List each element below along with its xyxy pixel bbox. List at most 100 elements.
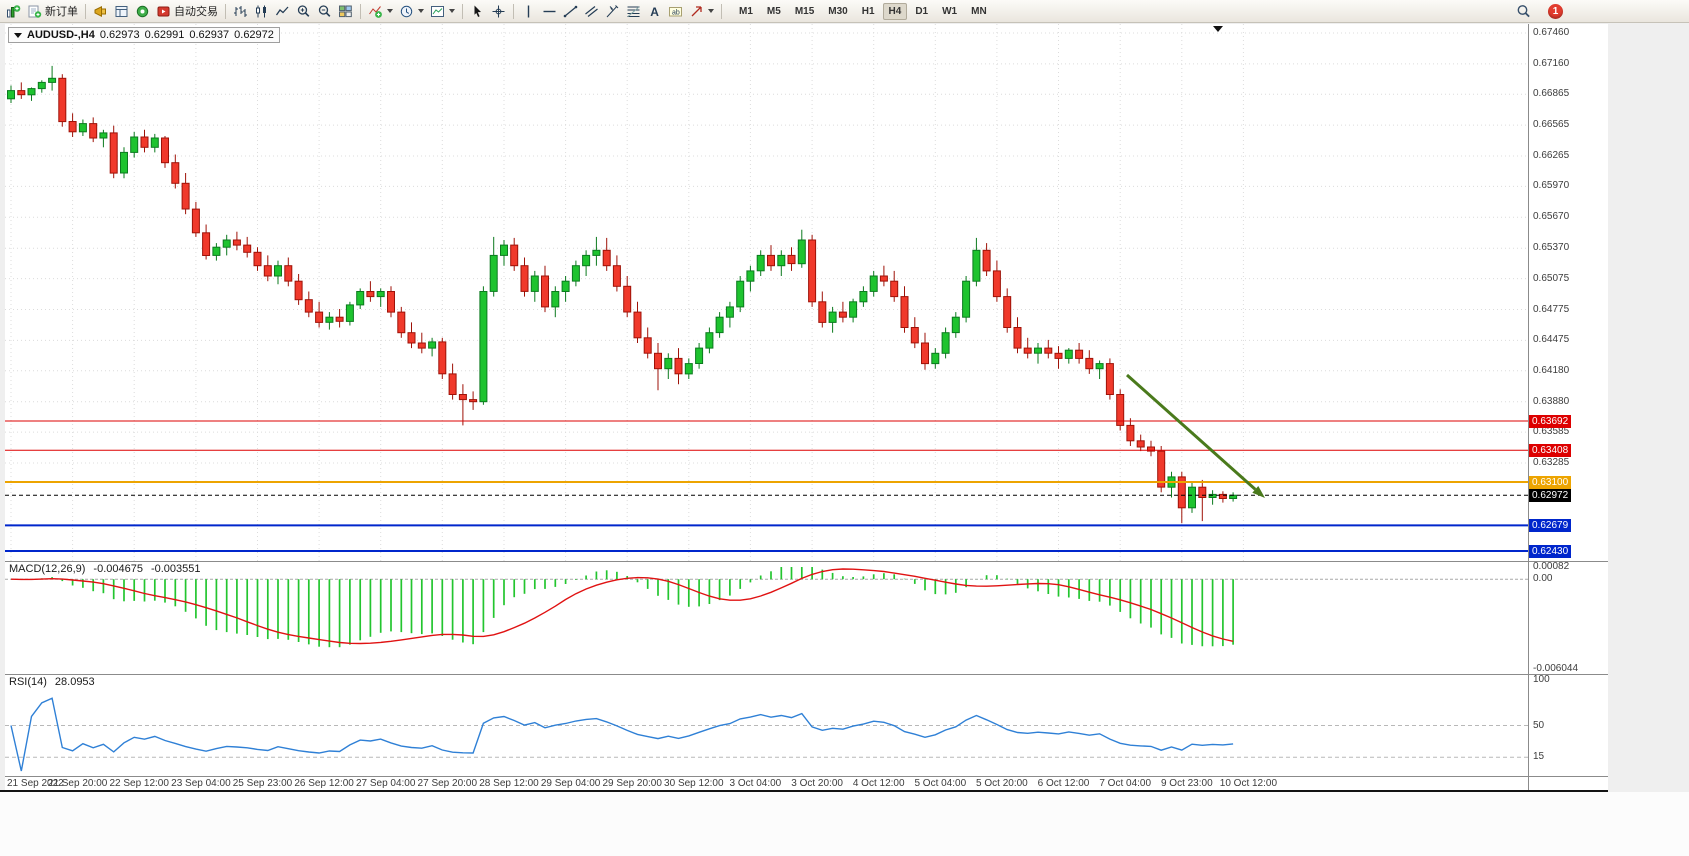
data-window-icon (115, 5, 128, 17)
fibonacci-button[interactable] (624, 2, 643, 21)
vertical-line-icon (527, 5, 530, 17)
macd-chart[interactable] (5, 562, 1528, 674)
main-chart-panel: AUDUSD-,H4 0.62973 0.62991 0.62937 0.629… (5, 24, 1528, 561)
cursor-button[interactable] (468, 2, 487, 21)
ohlc-high: 0.62991 (144, 29, 185, 41)
rsi-panel: RSI(14) 28.0953 (5, 675, 1528, 776)
time-axis-label: 29 Sep 20:00 (602, 778, 662, 789)
zoom-in-button[interactable] (294, 2, 313, 21)
vertical-line-button[interactable] (519, 2, 538, 21)
zoom-in-icon (297, 4, 310, 17)
line-chart-button[interactable] (273, 2, 292, 21)
trendline-button[interactable] (561, 2, 580, 21)
toolbar-separator (360, 3, 361, 19)
candlestick-chart[interactable] (5, 24, 1528, 561)
templates-button[interactable] (428, 2, 457, 21)
rsi-value: 28.0953 (54, 676, 95, 688)
time-axis-label: 22 Sep 12:00 (109, 778, 169, 789)
price-tag: 0.62972 (1529, 488, 1572, 502)
price-axis-label: 0.65970 (1533, 180, 1570, 192)
autotrade-label: 自动交易 (174, 6, 218, 18)
collapse-triangle-icon[interactable] (14, 32, 22, 38)
chevron-down-icon (708, 9, 714, 13)
time-axis-label: 21 Sep 20:00 (47, 778, 108, 789)
panel-divider (5, 776, 1608, 777)
price-tag: 0.62679 (1529, 518, 1572, 532)
navigator-button[interactable] (133, 2, 152, 21)
channel-button[interactable] (582, 2, 601, 21)
candle-chart-button[interactable] (252, 2, 271, 21)
pitchfork-button[interactable] (603, 2, 622, 21)
market-watch-icon (94, 5, 106, 17)
crosshair-icon (492, 5, 505, 17)
bar-chart-icon (234, 5, 247, 17)
price-tag: 0.63692 (1529, 414, 1572, 428)
chart-shift-marker-icon[interactable] (1213, 26, 1223, 32)
chevron-down-icon (387, 9, 393, 13)
price-axis-label: 0.64180 (1533, 364, 1570, 376)
timeframe-group: M1 M5 M15 M30 H1 H4 D1 W1 MN (732, 2, 994, 20)
timeframe-button-h1[interactable]: H1 (861, 5, 875, 17)
svg-text:A: A (650, 5, 659, 19)
chevron-down-icon (449, 9, 455, 13)
search-button[interactable] (1514, 2, 1533, 21)
new-order-button[interactable]: 新订单 (25, 2, 80, 21)
price-axis-label: 0.66865 (1533, 88, 1570, 100)
autotrade-button[interactable]: 自动交易 (154, 2, 220, 21)
chart-symbol-period: AUDUSD-,H4 (27, 29, 95, 41)
time-axis-label: 27 Sep 04:00 (355, 778, 416, 789)
toolbar: 新订单 自动交易 (0, 0, 1689, 23)
toolbar-separator (513, 3, 514, 19)
time-axis-label: 3 Oct 20:00 (791, 778, 843, 789)
panel-divider[interactable] (5, 674, 1608, 675)
bar-chart-button[interactable] (231, 2, 250, 21)
price-axis-label: 0.65370 (1533, 242, 1570, 254)
timeframe-button-m15[interactable]: M15 (794, 5, 815, 17)
arrow-object-icon (691, 5, 702, 16)
time-axis-label: 25 Sep 23:00 (232, 778, 293, 789)
timeframe-button-mn[interactable]: MN (971, 5, 987, 17)
panel-divider[interactable] (5, 561, 1608, 562)
zoom-out-button[interactable] (315, 2, 334, 21)
periods-button[interactable] (397, 2, 426, 21)
arrows-button[interactable] (687, 2, 716, 21)
price-axis-label: 0.65670 (1533, 211, 1570, 223)
text-icon: A (650, 5, 659, 19)
indicators-button[interactable] (366, 2, 395, 21)
time-axis-label: 29 Sep 04:00 (540, 778, 601, 789)
horizontal-line-button[interactable] (540, 2, 559, 21)
data-window-button[interactable] (112, 2, 131, 21)
price-axis-label: 0.67160 (1533, 57, 1570, 69)
ohlc-open: 0.62973 (99, 29, 140, 41)
price-axis-label: 0.63880 (1533, 395, 1570, 407)
text-button[interactable]: A (645, 2, 664, 21)
new-chart-button[interactable] (4, 2, 23, 21)
macd-label: MACD(12,26,9) -0.004675 -0.003551 (9, 563, 201, 575)
price-axis-label: 0.63585 (1533, 426, 1570, 438)
text-label-icon: ab (669, 6, 682, 16)
cursor-icon (474, 5, 481, 17)
rsi-axis-label: 100 (1533, 674, 1550, 685)
timeframe-button-d1[interactable]: D1 (915, 5, 929, 17)
timeframe-button-h4[interactable]: H4 (882, 2, 908, 20)
rsi-axis-label: 15 (1533, 751, 1545, 763)
timeframe-button-m30[interactable]: M30 (828, 5, 848, 17)
market-watch-button[interactable] (91, 2, 110, 21)
crosshair-button[interactable] (489, 2, 508, 21)
new-chart-icon (7, 4, 21, 17)
toolbar-separator (721, 3, 722, 19)
template-icon (431, 5, 444, 17)
timeframe-button-m1[interactable]: M1 (739, 5, 753, 17)
price-axis-label: 0.67460 (1533, 27, 1570, 38)
chart-caption[interactable]: AUDUSD-,H4 0.62973 0.62991 0.62937 0.629… (8, 27, 280, 43)
notification-badge[interactable]: 1 (1548, 4, 1563, 19)
timeframe-button-m5[interactable]: M5 (766, 5, 781, 17)
rsi-chart[interactable] (5, 675, 1528, 776)
chevron-down-icon (418, 9, 424, 13)
timeframe-button-w1[interactable]: W1 (942, 5, 958, 17)
macd-value-signal: -0.003551 (150, 563, 201, 575)
tile-windows-button[interactable] (336, 2, 355, 21)
label-button[interactable]: ab (666, 2, 685, 21)
toolbar-right-group: 1 (1513, 2, 1563, 21)
time-axis-label: 21 Sep 2022 (7, 778, 64, 789)
